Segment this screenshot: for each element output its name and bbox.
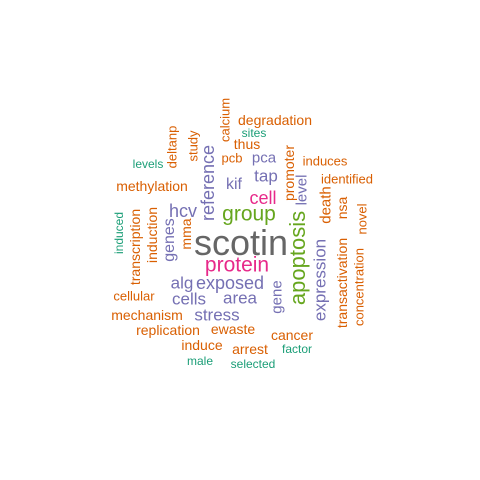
word-transcription: transcription [127, 208, 143, 286]
word-induces: induces [302, 153, 348, 169]
word-methylation: methylation [116, 178, 188, 194]
word-pca: pca [251, 149, 277, 167]
word-expression: expression [310, 238, 330, 322]
word-calcium: calcium [217, 97, 233, 143]
word-cellular: cellular [113, 288, 155, 304]
word-kif: kif [226, 176, 242, 193]
word-thus: thus [233, 136, 261, 152]
word-selected: selected [230, 357, 276, 371]
word-gene: gene [268, 280, 286, 314]
word-induced: induced [112, 211, 126, 255]
word-nsa: nsa [334, 196, 350, 220]
word-apoptosis: apoptosis [285, 210, 310, 306]
word-novel: novel [354, 203, 370, 235]
word-promoter: promoter [281, 144, 297, 202]
word-mma: mma [178, 218, 194, 250]
word-stress: stress [194, 305, 240, 325]
word-death: death [317, 186, 335, 224]
word-study: study [185, 130, 201, 162]
word-reference: reference [198, 144, 218, 222]
word-factor: factor [281, 342, 313, 356]
word-levels: levels [132, 157, 164, 171]
word-protein: protein [204, 253, 270, 277]
word-sites: sites [241, 126, 267, 140]
word-cells: cells [171, 289, 207, 309]
word-area: area [222, 288, 258, 308]
word-concentration: concentration [351, 247, 367, 327]
word-arrest: arrest [232, 341, 268, 357]
word-alg: alg [170, 273, 194, 293]
word-induce: induce [181, 337, 223, 353]
word-scotin: scotin [193, 222, 289, 263]
word-group: group [222, 202, 276, 226]
word-cancer: cancer [270, 327, 314, 343]
word-hcv: hcv [168, 201, 198, 221]
word-deltanp: deltanp [164, 125, 180, 169]
word-ewaste: ewaste [210, 321, 256, 337]
word-exposed: exposed [195, 273, 265, 293]
word-cell: cell [249, 188, 277, 208]
word-male: male [186, 354, 214, 368]
word-degradation: degradation [238, 112, 312, 128]
word-pcb: pcb [221, 150, 243, 166]
word-transactivation: transactivation [334, 237, 350, 329]
word-identified: identified [320, 171, 374, 187]
word-replication: replication [136, 322, 200, 338]
word-mechanism: mechanism [111, 307, 183, 323]
word-tap: tap [254, 166, 278, 186]
word-genes: genes [161, 218, 178, 262]
word-induction: induction [144, 206, 160, 264]
